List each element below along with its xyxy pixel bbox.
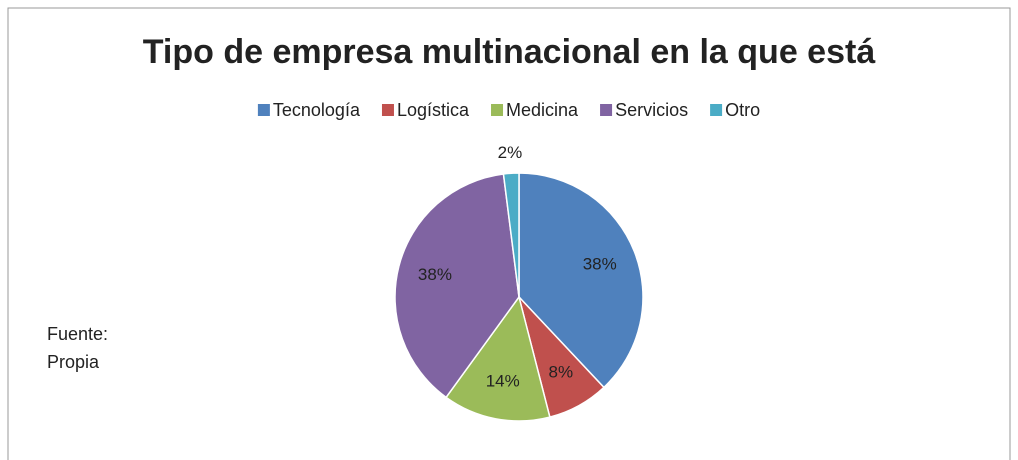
legend-label: Otro xyxy=(725,100,760,120)
legend-swatch xyxy=(257,104,270,116)
legend-label: Servicios xyxy=(615,100,688,120)
legend-swatch xyxy=(710,104,723,116)
legend-swatch xyxy=(600,104,613,116)
pie-slice xyxy=(394,173,520,399)
data-label: 8% xyxy=(549,363,574,382)
legend-swatch xyxy=(381,104,394,116)
pie-slice xyxy=(518,172,644,389)
data-label: 38% xyxy=(418,265,452,284)
chart-frame xyxy=(7,7,1011,460)
legend-label: Medicina xyxy=(506,100,579,120)
source-note: Fuente: Propia xyxy=(47,324,109,372)
legend: Tecnología Logística Medicina Servicios Otro xyxy=(257,100,760,120)
data-label: 38% xyxy=(583,255,617,274)
pie-slice xyxy=(445,295,551,422)
data-label: 2% xyxy=(498,143,523,162)
legend-label: Logística xyxy=(397,100,470,120)
legend-label: Tecnología xyxy=(273,100,361,120)
legend-swatch xyxy=(491,104,504,116)
data-label: 14% xyxy=(486,372,520,391)
chart-title: Tipo de empresa multinacional en la que … xyxy=(143,33,876,71)
pie-slice xyxy=(502,172,520,298)
